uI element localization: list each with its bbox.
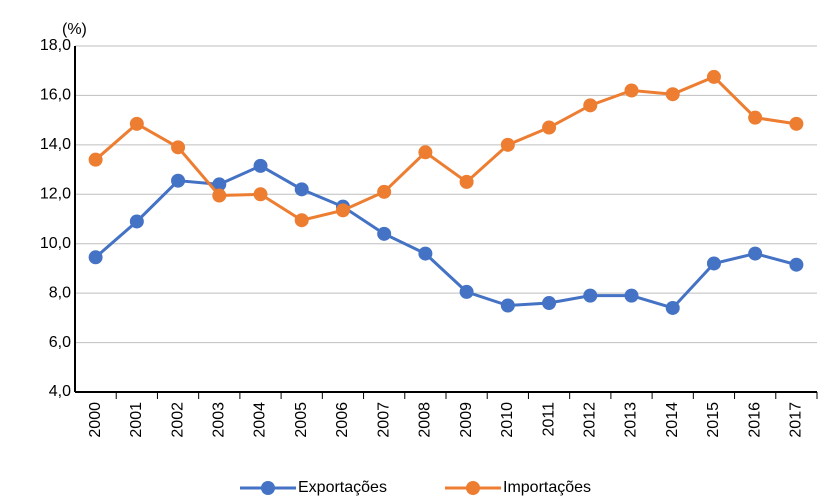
legend-marker [466, 481, 480, 495]
point [789, 257, 804, 272]
x-tick-label: 2016 [746, 402, 763, 438]
point [500, 137, 515, 152]
point [706, 256, 721, 271]
x-tick-label: 2001 [128, 402, 145, 438]
x-tick-label: 2008 [417, 402, 434, 438]
y-tick-label: 8,0 [49, 284, 71, 301]
point [171, 140, 186, 155]
point [500, 298, 515, 313]
point [459, 284, 474, 299]
x-tick-label: 2013 [623, 402, 640, 438]
point [706, 69, 721, 84]
point [212, 188, 227, 203]
x-tick-label: 2002 [169, 402, 186, 438]
point [789, 116, 804, 131]
point [418, 246, 433, 261]
point [624, 83, 639, 98]
x-tick-label: 2011 [540, 402, 557, 437]
point [583, 288, 598, 303]
point [459, 174, 474, 189]
legend-label: Exportações [298, 479, 387, 496]
point [377, 184, 392, 199]
x-tick-label: 2004 [252, 402, 269, 438]
point [294, 182, 309, 197]
y-tick-label: 10,0 [40, 235, 71, 252]
series-line [94, 75, 797, 222]
point [253, 158, 268, 173]
point [335, 203, 350, 218]
point [748, 246, 763, 261]
legend-marker [261, 481, 275, 495]
y-tick-label: 18,0 [40, 37, 71, 54]
x-tick-label: 2014 [664, 402, 681, 438]
point [542, 296, 557, 311]
x-tick-label: 2003 [210, 402, 227, 438]
y-tick-label: 14,0 [40, 136, 71, 153]
x-tick-label: 2017 [788, 402, 805, 438]
point [212, 177, 227, 192]
point [88, 152, 103, 167]
point [665, 87, 680, 102]
point [129, 116, 144, 131]
x-tick-label: 2005 [293, 402, 310, 438]
legend-label: Importações [503, 479, 591, 496]
point [748, 110, 763, 125]
x-tick-label: 2006 [334, 402, 351, 438]
point [665, 300, 680, 315]
y-tick-label: 4,0 [49, 383, 71, 400]
x-tick-label: 2015 [705, 402, 722, 438]
point [583, 98, 598, 113]
y-tick-label: 12,0 [40, 186, 71, 203]
point [377, 226, 392, 241]
point [542, 120, 557, 135]
point [171, 173, 186, 188]
point [129, 214, 144, 229]
x-tick-label: 2009 [458, 402, 475, 438]
y-tick-label: 6,0 [49, 334, 71, 351]
x-tick-label: 2012 [581, 402, 598, 438]
y-axis-label: (%) [62, 21, 87, 38]
x-tick-label: 2000 [87, 402, 104, 438]
x-tick-label: 2010 [499, 402, 516, 438]
y-tick-label: 16,0 [40, 87, 71, 104]
point [88, 250, 103, 265]
point [624, 288, 639, 303]
point [418, 145, 433, 160]
point [294, 213, 309, 228]
series-line [94, 164, 797, 310]
x-tick-label: 2007 [375, 402, 392, 438]
point [253, 187, 268, 202]
